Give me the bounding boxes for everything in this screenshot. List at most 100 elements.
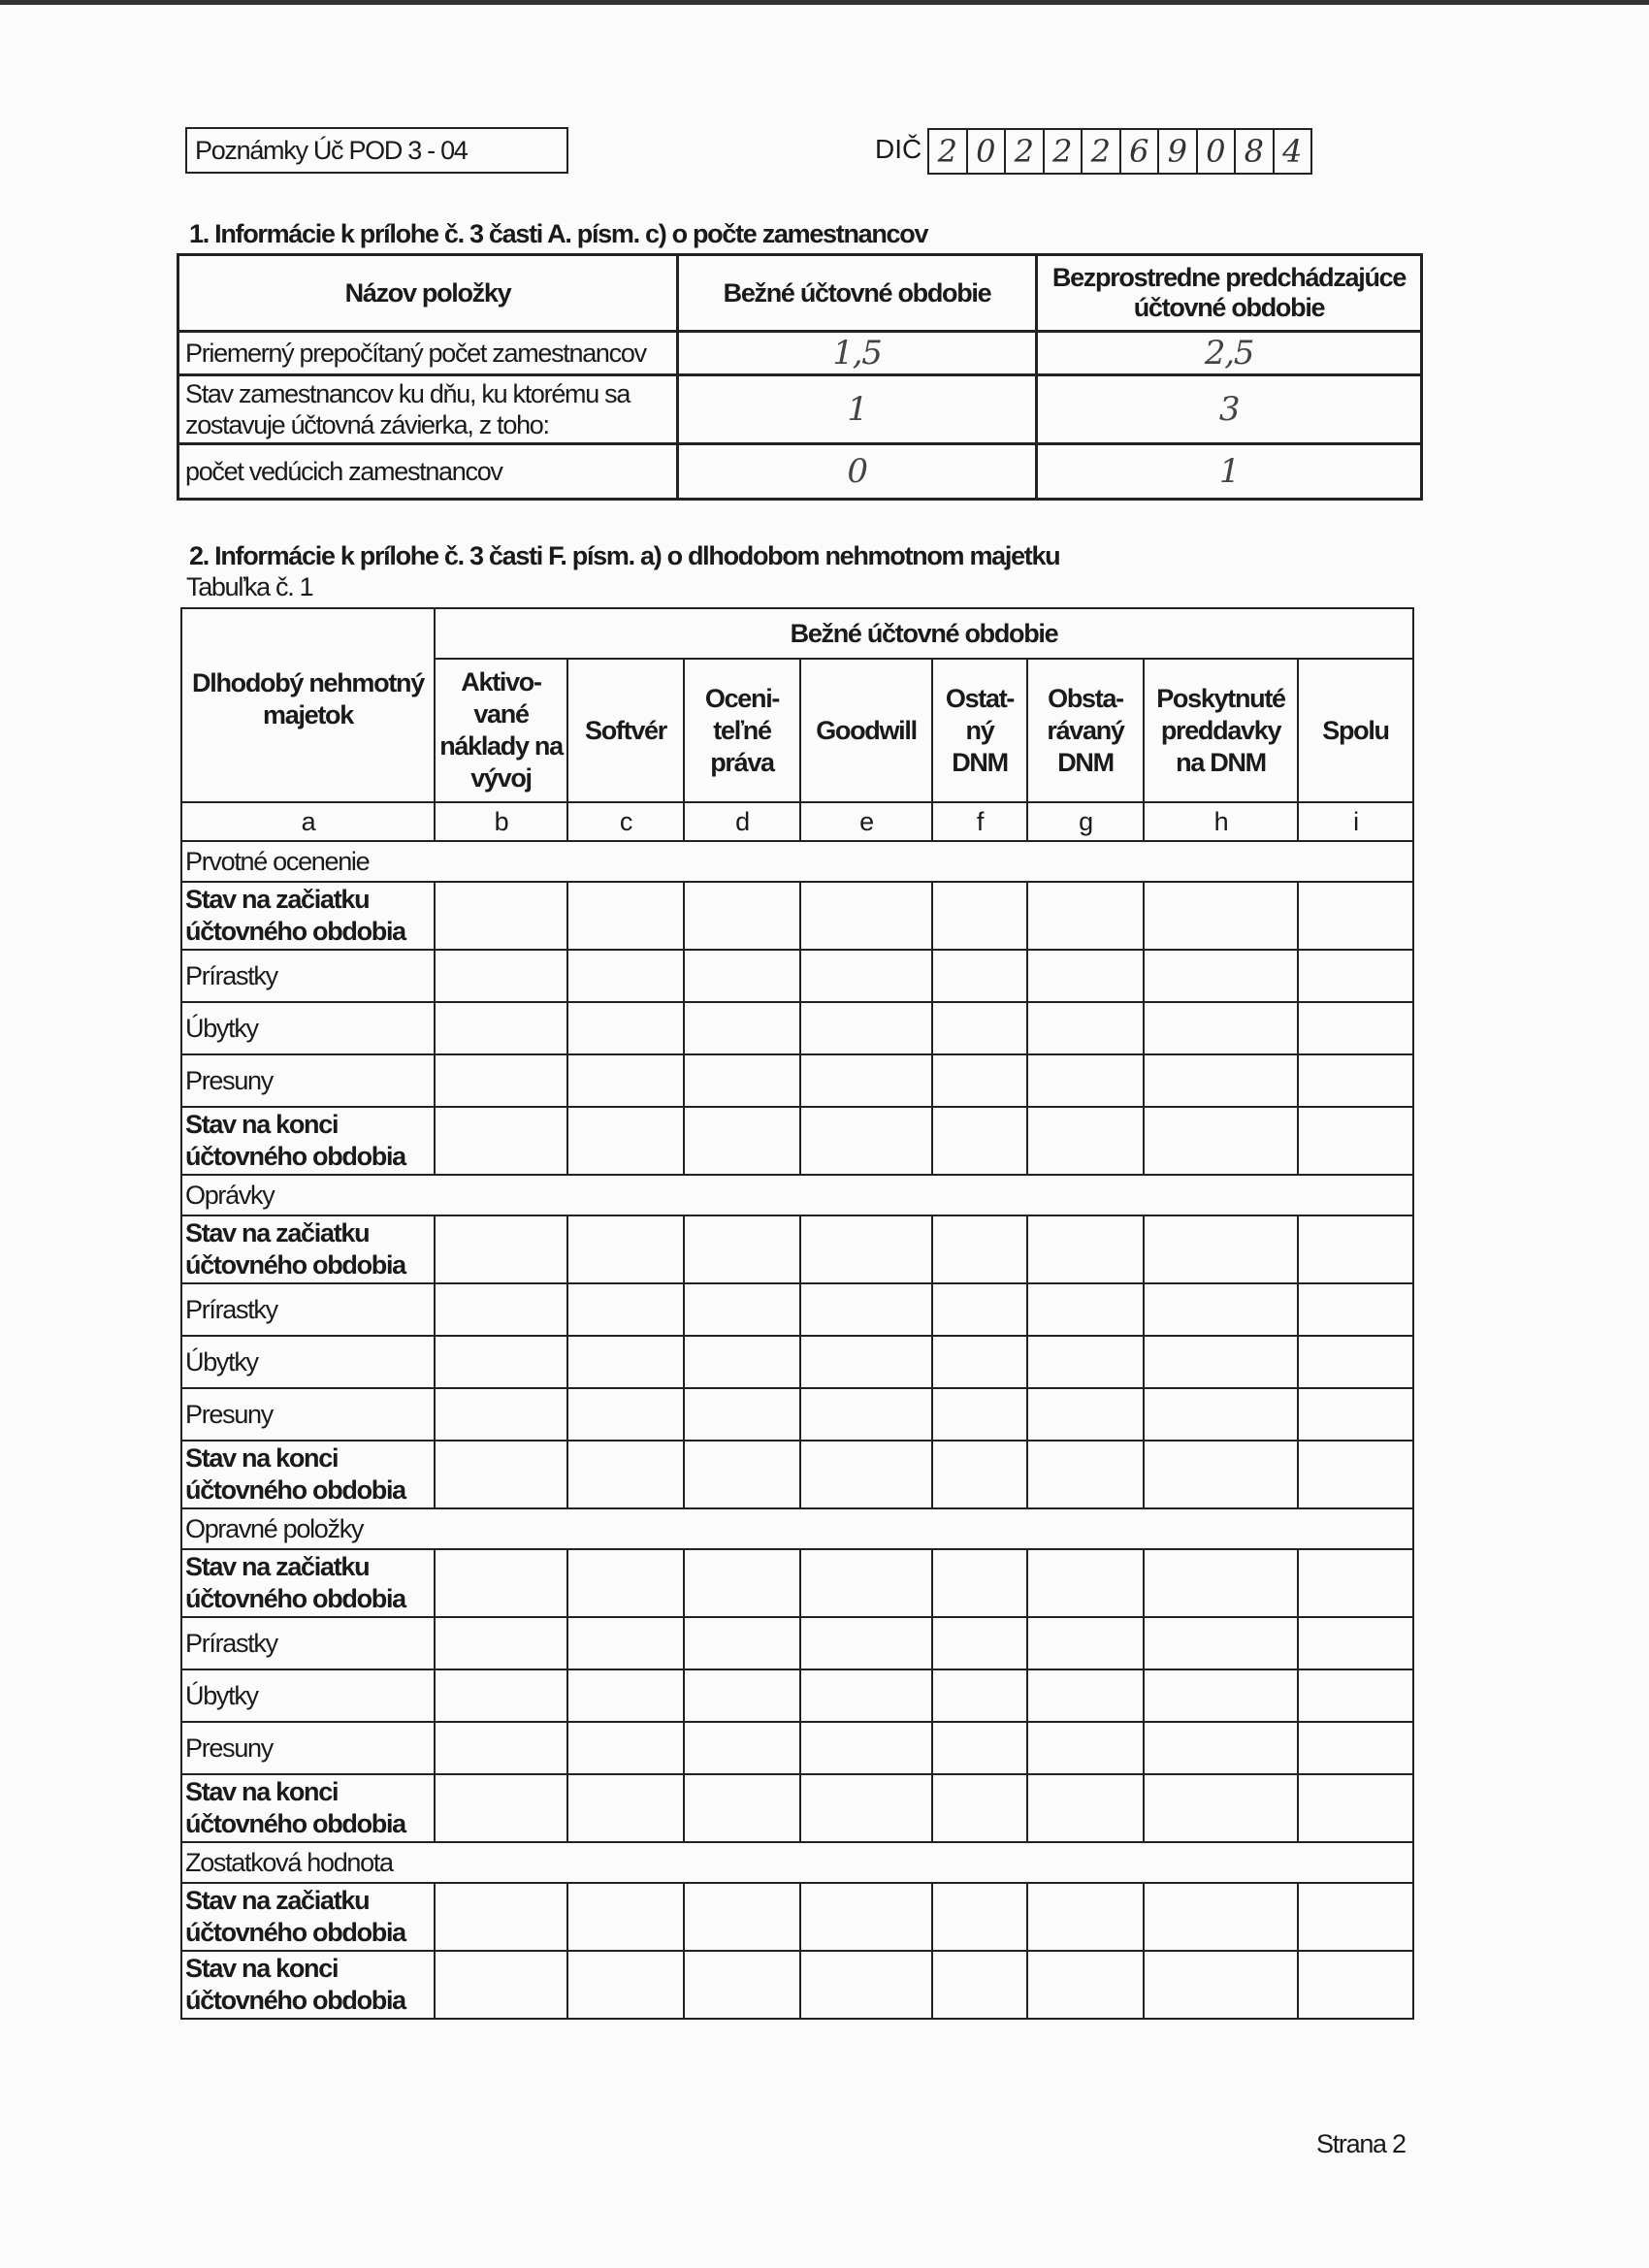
value-cell[interactable] bbox=[683, 1335, 801, 1389]
value-cell[interactable] bbox=[1297, 949, 1414, 1003]
value-cell[interactable] bbox=[566, 949, 685, 1003]
value-cell[interactable] bbox=[683, 1001, 801, 1055]
value-cell[interactable] bbox=[931, 881, 1028, 951]
value-cell[interactable] bbox=[931, 949, 1028, 1003]
value-cell[interactable] bbox=[434, 1669, 568, 1723]
value-cell[interactable] bbox=[566, 1616, 685, 1670]
value-cell[interactable] bbox=[1143, 1950, 1299, 2020]
value-cell[interactable] bbox=[931, 1669, 1028, 1723]
value-cell[interactable] bbox=[1026, 1616, 1145, 1670]
value-cell[interactable] bbox=[931, 1440, 1028, 1509]
value-cell[interactable] bbox=[566, 1882, 685, 1952]
value-cell[interactable] bbox=[799, 1001, 933, 1055]
value-cell[interactable] bbox=[566, 1548, 685, 1618]
value-cell[interactable] bbox=[434, 949, 568, 1003]
value-cell[interactable] bbox=[799, 1548, 933, 1618]
value-cell[interactable] bbox=[1026, 949, 1145, 1003]
value-cell[interactable] bbox=[931, 1882, 1028, 1952]
value-cell[interactable] bbox=[1026, 881, 1145, 951]
value-cell[interactable] bbox=[1026, 1548, 1145, 1618]
value-cell[interactable] bbox=[1297, 1053, 1414, 1108]
value-cell[interactable] bbox=[683, 881, 801, 951]
value-cell[interactable] bbox=[1026, 1950, 1145, 2020]
value-cell[interactable] bbox=[434, 1950, 568, 2020]
value-cell[interactable] bbox=[799, 1440, 933, 1509]
value-cell[interactable] bbox=[683, 1669, 801, 1723]
value-cell[interactable] bbox=[1143, 1721, 1299, 1775]
value-cell[interactable] bbox=[1143, 881, 1299, 951]
value-cell[interactable] bbox=[1143, 1335, 1299, 1389]
value-cell[interactable] bbox=[434, 1548, 568, 1618]
value-cell[interactable] bbox=[434, 1106, 568, 1176]
value-cell[interactable] bbox=[683, 1387, 801, 1442]
value-cell[interactable] bbox=[1143, 1773, 1299, 1843]
value-cell[interactable] bbox=[1026, 1882, 1145, 1952]
value-cell[interactable] bbox=[566, 1335, 685, 1389]
value-cell[interactable] bbox=[1026, 1387, 1145, 1442]
value-cell[interactable] bbox=[799, 1669, 933, 1723]
value-cell[interactable] bbox=[799, 1773, 933, 1843]
value-cell[interactable] bbox=[799, 949, 933, 1003]
value-cell[interactable] bbox=[1143, 1001, 1299, 1055]
value-cell[interactable] bbox=[683, 1882, 801, 1952]
value-cell[interactable] bbox=[434, 881, 568, 951]
value-cell[interactable] bbox=[799, 1950, 933, 2020]
value-cell[interactable] bbox=[1297, 1616, 1414, 1670]
value-cell[interactable] bbox=[1143, 1387, 1299, 1442]
value-cell[interactable] bbox=[931, 1053, 1028, 1108]
value-cell[interactable] bbox=[683, 1053, 801, 1108]
value-cell[interactable] bbox=[1026, 1053, 1145, 1108]
value-cell[interactable] bbox=[1026, 1773, 1145, 1843]
value-cell[interactable] bbox=[1143, 1669, 1299, 1723]
value-cell[interactable] bbox=[931, 1721, 1028, 1775]
value-cell[interactable] bbox=[931, 1001, 1028, 1055]
value-cell[interactable] bbox=[434, 1282, 568, 1337]
value-cell[interactable] bbox=[1143, 1882, 1299, 1952]
value-cell[interactable] bbox=[1026, 1001, 1145, 1055]
value-cell[interactable] bbox=[434, 1215, 568, 1284]
value-cell[interactable] bbox=[434, 1053, 568, 1108]
value-cell[interactable] bbox=[566, 1106, 685, 1176]
value-cell[interactable] bbox=[931, 1548, 1028, 1618]
value-cell[interactable] bbox=[683, 1440, 801, 1509]
value-cell[interactable] bbox=[1143, 1106, 1299, 1176]
value-cell[interactable] bbox=[566, 1215, 685, 1284]
value-cell[interactable] bbox=[1143, 1215, 1299, 1284]
value-cell[interactable] bbox=[1297, 1335, 1414, 1389]
value-cell[interactable] bbox=[1297, 1001, 1414, 1055]
value-cell[interactable] bbox=[931, 1335, 1028, 1389]
value-cell[interactable] bbox=[1297, 1440, 1414, 1509]
value-cell[interactable] bbox=[683, 1721, 801, 1775]
value-cell[interactable] bbox=[1297, 881, 1414, 951]
value-cell[interactable] bbox=[566, 1950, 685, 2020]
value-cell[interactable] bbox=[1026, 1282, 1145, 1337]
value-cell[interactable] bbox=[1297, 1721, 1414, 1775]
value-cell[interactable] bbox=[1026, 1106, 1145, 1176]
value-cell[interactable] bbox=[566, 1387, 685, 1442]
value-cell[interactable] bbox=[1026, 1440, 1145, 1509]
value-cell[interactable] bbox=[1143, 1440, 1299, 1509]
value-cell[interactable] bbox=[683, 1215, 801, 1284]
value-cell[interactable] bbox=[1297, 1215, 1414, 1284]
value-cell[interactable] bbox=[931, 1282, 1028, 1337]
value-cell[interactable] bbox=[799, 1387, 933, 1442]
value-cell[interactable] bbox=[434, 1335, 568, 1389]
value-cell[interactable] bbox=[799, 1053, 933, 1108]
value-cell[interactable] bbox=[799, 1335, 933, 1389]
value-cell[interactable] bbox=[1026, 1335, 1145, 1389]
value-cell[interactable] bbox=[683, 1548, 801, 1618]
value-cell[interactable] bbox=[931, 1950, 1028, 2020]
value-cell[interactable] bbox=[799, 1721, 933, 1775]
value-cell[interactable] bbox=[434, 1387, 568, 1442]
value-cell[interactable] bbox=[1297, 1106, 1414, 1176]
value-cell[interactable] bbox=[683, 1950, 801, 2020]
value-cell[interactable] bbox=[566, 881, 685, 951]
value-cell[interactable] bbox=[799, 881, 933, 951]
value-cell[interactable] bbox=[1143, 1053, 1299, 1108]
value-cell[interactable] bbox=[566, 1440, 685, 1509]
value-cell[interactable] bbox=[931, 1773, 1028, 1843]
value-cell[interactable] bbox=[931, 1106, 1028, 1176]
value-cell[interactable] bbox=[1143, 1548, 1299, 1618]
value-cell[interactable] bbox=[683, 1106, 801, 1176]
value-cell[interactable] bbox=[799, 1882, 933, 1952]
